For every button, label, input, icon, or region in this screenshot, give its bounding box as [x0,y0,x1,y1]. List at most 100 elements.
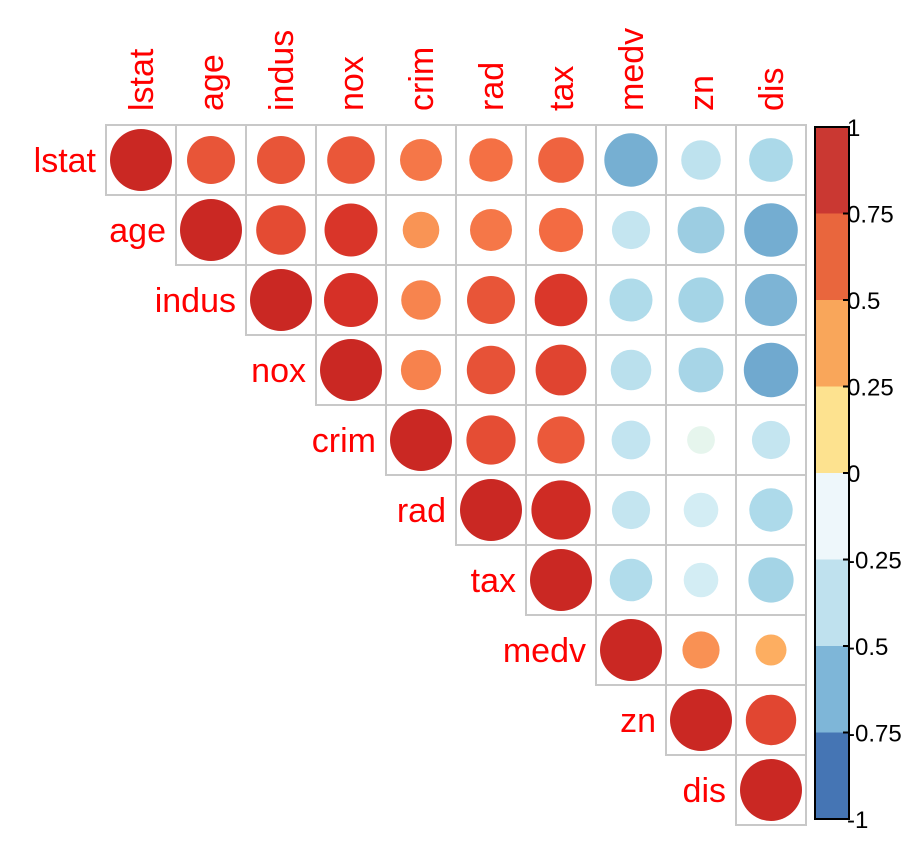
corr-circle-crim-rad [466,415,516,465]
corr-circle-rad-tax [531,480,591,540]
legend-band-1 [815,213,849,301]
corr-circle-lstat-medv [604,133,658,187]
row-label-crim: crim [312,422,376,460]
column-label-zn: zn [683,75,721,111]
legend-tick-label-6: -0.5 [847,634,888,661]
legend-band-6 [815,646,849,733]
corr-circle-lstat-age [187,136,235,184]
legend-tick-label-8: -1 [847,807,868,834]
row-label-dis: dis [683,772,726,810]
legend-tick-label-7: -0.75 [847,721,902,748]
legend-tick-label-5: -0.25 [847,548,902,575]
corr-circle-tax-tax [530,549,592,611]
corr-circle-zn-dis [745,694,797,746]
corr-circle-indus-medv [609,278,653,322]
corr-circle-tax-zn [683,562,719,598]
corr-circle-age-age [180,199,242,261]
corr-circle-indus-dis [744,273,798,327]
corr-circle-indus-rad [467,276,515,324]
corr-circle-crim-crim [390,409,452,471]
row-label-nox: nox [251,352,306,390]
column-label-age: age [193,54,231,111]
grid-layer [105,124,807,826]
corr-circle-medv-zn [682,631,720,669]
corr-circle-age-crim [402,211,440,249]
corr-circle-nox-tax [535,344,587,396]
corr-circle-rad-dis [749,488,793,532]
corr-circle-age-nox [324,203,378,257]
row-label-medv: medv [503,632,586,670]
corr-circle-age-zn [677,206,725,254]
corr-circle-lstat-lstat [110,129,172,191]
corr-circle-nox-crim [400,349,442,391]
corr-circle-nox-dis [743,342,799,398]
legend-tick-label-2: 0.5 [847,288,880,315]
row-label-age: age [109,212,166,250]
corr-circle-rad-medv [611,490,651,530]
corr-circle-dis-dis [740,759,802,821]
column-label-nox: nox [333,56,371,111]
column-label-rad: rad [473,62,511,111]
corr-circle-crim-zn [687,426,715,454]
column-label-tax: tax [543,66,581,111]
legend-band-5 [815,559,849,647]
row-label-zn: zn [620,702,656,740]
corr-circle-indus-tax [534,273,588,327]
corr-circle-crim-tax [537,416,585,464]
legend-band-4 [815,473,849,560]
corr-circle-crim-medv [611,420,651,460]
corr-circle-lstat-zn [681,140,721,180]
column-label-lstat: lstat [123,48,161,111]
legend-band-2 [815,300,849,387]
row-label-lstat: lstat [34,142,97,180]
circle-layer [110,129,802,821]
row-label-tax: tax [471,562,516,600]
corr-circle-zn-zn [670,689,732,751]
legend-band-0 [815,127,849,214]
corr-circle-indus-crim [401,280,441,320]
corr-circle-indus-zn [678,277,724,323]
grid-cell-dis-dis [735,754,807,826]
corr-circle-lstat-crim [400,139,442,181]
corr-circle-crim-dis [751,420,791,460]
corr-circle-indus-nox [324,273,378,327]
corr-circle-age-dis [744,203,798,257]
column-label-crim: crim [403,47,441,111]
column-label-indus: indus [263,30,301,111]
color-legend: 1 0.75 0.5 0.25 0 -0.25 -0.5 -0.75 -1 [814,115,902,834]
corr-circle-lstat-rad [469,138,513,182]
row-label-rad: rad [397,492,446,530]
legend-tick-label-3: 0.25 [847,375,894,402]
corr-circle-age-medv [611,210,651,250]
legend-band-7 [815,732,849,820]
corr-circle-nox-nox [320,339,382,401]
column-label-medv: medv [613,28,651,111]
corr-circle-age-tax [538,207,584,253]
corr-circle-tax-dis [748,557,794,603]
corr-circle-lstat-tax [538,137,584,183]
corr-circle-age-indus [256,205,306,255]
legend-tick-label-1: 0.75 [847,202,894,229]
corr-circle-indus-indus [250,269,312,331]
column-labels: lstat age indus nox crim rad tax medv zn dis [123,28,791,111]
legend-tick-label-4: 0 [847,461,860,488]
column-label-dis: dis [753,68,791,111]
corr-circle-rad-rad [460,479,522,541]
legend-tick-label-0: 1 [847,115,860,142]
legend-band-3 [815,386,849,474]
corr-circle-tax-medv [609,558,653,602]
corr-circle-lstat-indus [257,136,305,184]
row-label-indus: indus [155,282,236,320]
corr-circle-rad-zn [683,492,719,528]
corr-circle-nox-zn [678,347,724,393]
corr-circle-medv-dis [755,634,787,666]
corr-circle-nox-medv [610,349,652,391]
corr-circle-age-rad [470,209,512,251]
corr-circle-medv-medv [600,619,662,681]
corr-circle-lstat-dis [749,138,793,182]
corr-circle-nox-rad [466,345,516,395]
corr-circle-lstat-nox [327,136,375,184]
